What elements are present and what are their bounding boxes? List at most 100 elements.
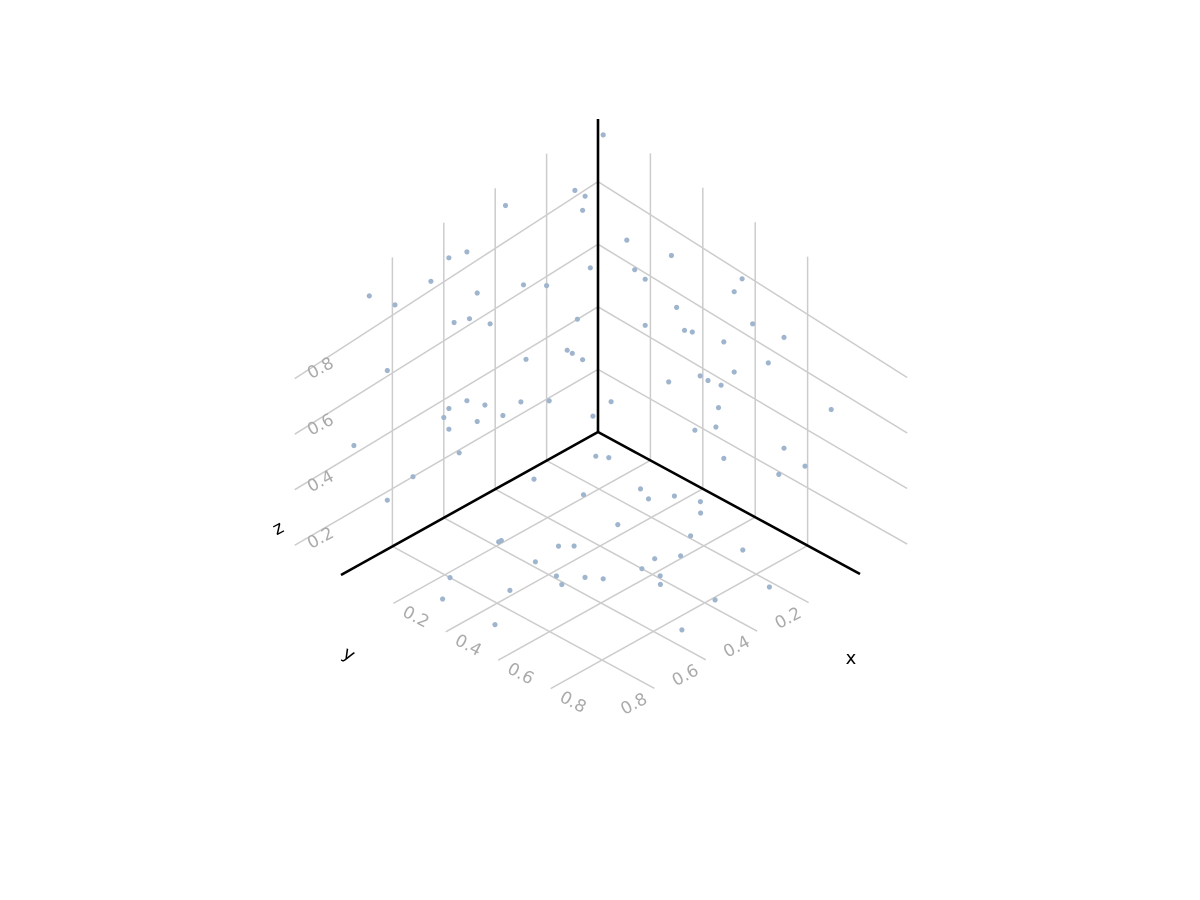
y-tick-label: 0.4 [720,632,753,662]
data-point [692,427,698,433]
data-point [447,575,453,581]
data-point [544,283,550,289]
axis-lines [340,119,861,577]
data-point [642,322,648,328]
data-point [446,426,452,432]
data-point [500,412,506,419]
data-point [688,533,694,539]
y-tick-label: 0.2 [772,603,805,633]
x-tick-label: 0.8 [556,687,589,717]
data-point [464,398,470,404]
x-axis-label: x [846,648,857,669]
y-tick-label: 0.8 [617,689,650,719]
data-point [674,304,680,310]
data-point [496,539,502,545]
data-point [451,319,457,326]
data-point [572,187,578,193]
z-tick-label: 0.6 [304,410,337,440]
data-point [587,265,593,271]
data-point [466,316,473,322]
data-point [523,356,529,362]
data-point [781,334,787,340]
data-point [750,321,756,327]
data-point [482,402,488,408]
data-point [781,445,787,451]
data-point [571,543,577,549]
data-point [559,581,565,588]
grid-line-wall-yz [294,306,599,491]
data-point [668,252,675,259]
grid-line-floor-x [497,516,756,661]
grid-line-floor-x [393,459,651,605]
grid-line-wall-xz [597,243,908,434]
data-point [580,492,587,498]
x-tick-label: 0.6 [504,659,537,689]
data-point [740,547,746,553]
data-point [384,497,390,503]
grid-line-wall-xz [597,368,908,545]
y-axis-label: y [339,643,359,667]
data-point [440,596,446,602]
data-point [582,193,588,199]
z-axis-label: z [269,517,287,540]
data-point [632,267,638,273]
data-point [507,587,513,594]
x-tick-label: 0.4 [451,631,484,661]
data-point [474,290,480,296]
data-point [520,282,527,288]
data-point [553,573,560,579]
data-point [624,237,630,243]
data-point [606,455,612,461]
z-tick-label: 0.8 [304,353,337,383]
grid-line-floor-x [445,488,704,633]
data-point [802,463,808,469]
data-point [392,302,398,308]
grid-line-wall-yz [294,368,599,546]
data-point [776,471,782,477]
y-tick-label: 0.6 [669,661,702,691]
data-point [428,278,434,284]
grid-line-wall-yz [294,180,599,380]
grid-line-floor-y [494,488,758,632]
grid-line-wall-xz [597,306,908,490]
grid-line-floor-y [546,459,809,604]
data-point [731,369,737,375]
data-point [713,424,719,430]
data-point [590,413,596,419]
y-axis-line [340,430,599,577]
x-axis-line [597,430,861,576]
data-point [678,553,684,559]
data-point [531,476,537,482]
data-point [518,399,524,405]
x-tick-label: 0.2 [399,602,432,632]
data-point [487,321,493,327]
data-point [580,357,586,363]
data-point [384,367,390,374]
data-points [351,132,834,633]
data-point [582,574,588,581]
data-point [766,584,773,590]
data-point [639,566,645,572]
data-point [546,398,552,404]
data-point [652,556,658,562]
data-point [705,377,711,384]
data-point [657,573,663,579]
data-point [446,255,452,261]
data-point [555,543,562,549]
data-point [593,453,599,459]
data-point [689,329,695,335]
axis-labels: x y z [269,517,857,669]
z-tick-label: 0.2 [304,523,337,553]
data-point [718,382,724,388]
data-point [569,350,575,356]
data-point [410,474,416,480]
grid-line-floor-y [443,517,707,661]
z-tick-label: 0.4 [304,467,337,497]
data-point [697,373,703,379]
data-point [574,316,581,322]
data-point [721,339,727,345]
data-point [828,406,834,413]
data-point [441,414,447,421]
data-point [697,499,704,505]
